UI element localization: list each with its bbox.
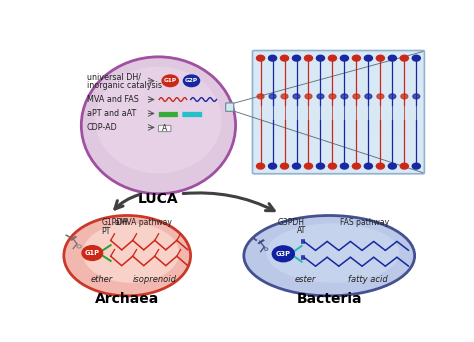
Circle shape (281, 163, 289, 169)
Circle shape (376, 163, 384, 169)
Circle shape (281, 55, 289, 61)
Circle shape (292, 163, 301, 169)
Circle shape (388, 163, 396, 169)
Circle shape (256, 55, 264, 61)
Circle shape (365, 55, 373, 61)
Text: G2P: G2P (185, 78, 198, 83)
Circle shape (352, 55, 360, 61)
Circle shape (352, 163, 360, 169)
Circle shape (269, 94, 276, 99)
Ellipse shape (95, 67, 222, 173)
Ellipse shape (244, 215, 415, 296)
Circle shape (377, 94, 384, 99)
Text: ether: ether (91, 275, 113, 284)
FancyBboxPatch shape (158, 125, 171, 132)
Text: aMVA pathway: aMVA pathway (115, 219, 172, 227)
Text: fatty acid: fatty acid (348, 275, 388, 284)
Text: Bacteria: Bacteria (297, 292, 362, 306)
Text: AT: AT (297, 226, 306, 235)
Circle shape (341, 94, 348, 99)
Circle shape (257, 94, 264, 99)
Circle shape (412, 163, 420, 169)
Circle shape (376, 55, 384, 61)
Circle shape (340, 55, 348, 61)
Text: Archaea: Archaea (95, 292, 159, 306)
Circle shape (413, 94, 420, 99)
Circle shape (304, 55, 312, 61)
Circle shape (401, 94, 408, 99)
Circle shape (293, 94, 300, 99)
FancyBboxPatch shape (159, 112, 178, 117)
FancyBboxPatch shape (253, 51, 424, 174)
Circle shape (268, 55, 277, 61)
Circle shape (292, 55, 301, 61)
Text: isoprenoid: isoprenoid (133, 275, 177, 284)
Circle shape (317, 55, 325, 61)
Circle shape (268, 163, 277, 169)
Circle shape (317, 94, 324, 99)
Text: aPT and aAT: aPT and aAT (87, 109, 136, 118)
Circle shape (389, 94, 396, 99)
Circle shape (183, 75, 200, 87)
Text: CDP-AD: CDP-AD (87, 123, 118, 132)
Circle shape (281, 94, 288, 99)
Text: FAS pathway: FAS pathway (339, 219, 389, 227)
Ellipse shape (266, 223, 400, 283)
FancyBboxPatch shape (226, 103, 234, 111)
Circle shape (162, 75, 178, 87)
Circle shape (365, 94, 372, 99)
Circle shape (304, 163, 312, 169)
Text: G1P: G1P (164, 78, 177, 83)
Circle shape (329, 94, 336, 99)
Text: PT: PT (101, 227, 111, 236)
FancyBboxPatch shape (182, 112, 202, 117)
Text: MVA and FAS: MVA and FAS (87, 95, 139, 104)
Circle shape (412, 55, 420, 61)
Circle shape (388, 55, 396, 61)
Circle shape (256, 163, 264, 169)
Text: G1P: G1P (85, 250, 100, 256)
Circle shape (328, 163, 337, 169)
Text: LUCA: LUCA (138, 192, 179, 206)
Circle shape (317, 163, 325, 169)
Text: G3PDH: G3PDH (277, 219, 304, 227)
Text: ester: ester (295, 275, 316, 284)
Circle shape (328, 55, 337, 61)
Text: G3P: G3P (276, 251, 291, 257)
Ellipse shape (82, 57, 236, 194)
Circle shape (400, 163, 409, 169)
Ellipse shape (83, 223, 179, 283)
Circle shape (365, 163, 373, 169)
Circle shape (340, 163, 348, 169)
Circle shape (272, 246, 294, 262)
Circle shape (400, 55, 409, 61)
Circle shape (305, 94, 312, 99)
Text: G1PDH: G1PDH (101, 219, 128, 227)
Circle shape (82, 246, 102, 260)
Circle shape (353, 94, 360, 99)
Text: universal DH/: universal DH/ (87, 72, 141, 81)
Text: A: A (162, 124, 167, 133)
Ellipse shape (64, 215, 191, 296)
Text: inorganic catalysis: inorganic catalysis (87, 81, 162, 90)
